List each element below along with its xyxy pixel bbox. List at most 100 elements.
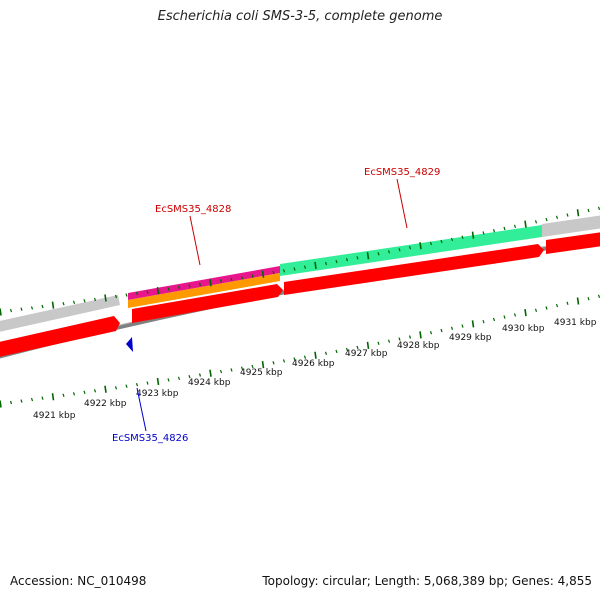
- major-tick: [104, 385, 107, 393]
- minor-tick: [177, 285, 181, 290]
- scale-label: 4929 kbp: [449, 333, 492, 343]
- minor-tick: [324, 261, 328, 266]
- minor-tick: [146, 381, 149, 385]
- minor-tick: [398, 248, 401, 252]
- minor-tick: [72, 300, 76, 304]
- scale-labels: 4921 kbp 4922 kbp 4923 kbp 4924 kbp 4925…: [33, 318, 597, 421]
- major-tick: [524, 308, 527, 317]
- scale-label: 4921 kbp: [33, 411, 76, 421]
- minor-tick: [114, 294, 118, 299]
- minor-tick: [482, 231, 485, 235]
- minor-tick: [303, 355, 307, 359]
- minor-tick: [41, 304, 44, 309]
- orange-feature: [128, 273, 280, 308]
- minor-tick: [429, 241, 433, 246]
- minor-tick: [440, 239, 443, 244]
- major-tick: [366, 341, 370, 350]
- scale-label: 4930 kbp: [502, 324, 545, 334]
- minor-tick: [93, 297, 97, 302]
- major-tick: [419, 331, 422, 339]
- gene-label-4829[interactable]: EcSMS35_4829: [364, 167, 440, 178]
- reverse-strand-marker: [126, 337, 133, 352]
- cds-arrow-4828: [132, 284, 283, 323]
- green-feature: [280, 225, 542, 276]
- minor-tick: [30, 397, 34, 402]
- scale-label: 4925 kbp: [240, 368, 283, 378]
- minor-tick: [9, 308, 13, 313]
- minor-tick: [198, 282, 202, 286]
- minor-tick: [167, 378, 170, 382]
- minor-tick: [62, 393, 65, 397]
- minor-tick: [482, 320, 485, 324]
- minor-tick: [387, 250, 391, 254]
- minor-tick: [356, 345, 359, 350]
- major-tick: [156, 377, 160, 386]
- minor-tick: [251, 274, 254, 278]
- minor-tick: [492, 317, 496, 322]
- major-tick: [104, 294, 107, 302]
- minor-tick: [335, 349, 338, 354]
- minor-tick: [534, 308, 538, 312]
- major-tick: [471, 231, 475, 239]
- minor-tick: [230, 277, 233, 282]
- minor-tick: [188, 284, 191, 288]
- minor-tick: [20, 307, 23, 311]
- gene-leader-4828: [189, 215, 201, 266]
- minor-tick: [9, 400, 13, 405]
- gene-label-4826[interactable]: EcSMS35_4826: [112, 433, 188, 444]
- minor-tick: [125, 384, 128, 388]
- gene-label-4828[interactable]: EcSMS35_4828: [155, 204, 231, 215]
- gene-leader-4829: [396, 178, 408, 229]
- major-tick: [576, 297, 580, 305]
- minor-tick: [83, 390, 86, 394]
- minor-tick: [345, 347, 349, 352]
- minor-tick: [345, 258, 349, 262]
- minor-tick: [30, 306, 34, 310]
- cds-arrow-4829: [284, 244, 544, 295]
- minor-tick: [492, 229, 496, 233]
- colored-feature-bands: [128, 225, 542, 308]
- minor-tick: [387, 339, 391, 343]
- minor-tick: [167, 287, 170, 291]
- minor-tick: [20, 399, 23, 403]
- minor-tick: [377, 252, 380, 256]
- scale-label: 4924 kbp: [188, 378, 231, 388]
- minor-tick: [566, 213, 569, 217]
- minor-tick: [293, 267, 296, 271]
- major-tick: [261, 360, 265, 369]
- major-tick: [0, 308, 2, 316]
- minor-tick: [503, 315, 506, 319]
- minor-tick: [188, 375, 191, 379]
- scale-label: 4931 kbp: [554, 318, 597, 328]
- major-tick: [524, 220, 527, 228]
- minor-tick: [597, 294, 600, 298]
- minor-tick: [461, 235, 464, 239]
- scale-label: 4927 kbp: [345, 349, 388, 359]
- minor-tick: [93, 389, 97, 393]
- minor-tick: [566, 301, 569, 305]
- major-tick: [314, 261, 317, 270]
- minor-tick: [41, 396, 44, 400]
- scale-label: 4923 kbp: [136, 389, 179, 399]
- minor-tick: [429, 331, 433, 335]
- major-tick: [156, 286, 160, 295]
- minor-tick: [177, 376, 181, 380]
- minor-tick: [303, 265, 307, 269]
- minor-tick: [324, 351, 328, 355]
- minor-tick: [587, 297, 590, 301]
- major-tick: [576, 209, 580, 217]
- minor-tick: [272, 361, 275, 365]
- minor-tick: [587, 208, 590, 213]
- grey-feature-right: [542, 215, 600, 237]
- gene-leader-4826: [136, 387, 147, 432]
- major-tick: [209, 369, 212, 377]
- outer-tick-row: [0, 206, 600, 316]
- major-tick: [366, 252, 370, 260]
- minor-tick: [555, 303, 559, 308]
- minor-tick: [230, 368, 233, 372]
- scale-label: 4926 kbp: [292, 359, 335, 369]
- major-tick: [51, 301, 55, 309]
- minor-tick: [545, 306, 548, 310]
